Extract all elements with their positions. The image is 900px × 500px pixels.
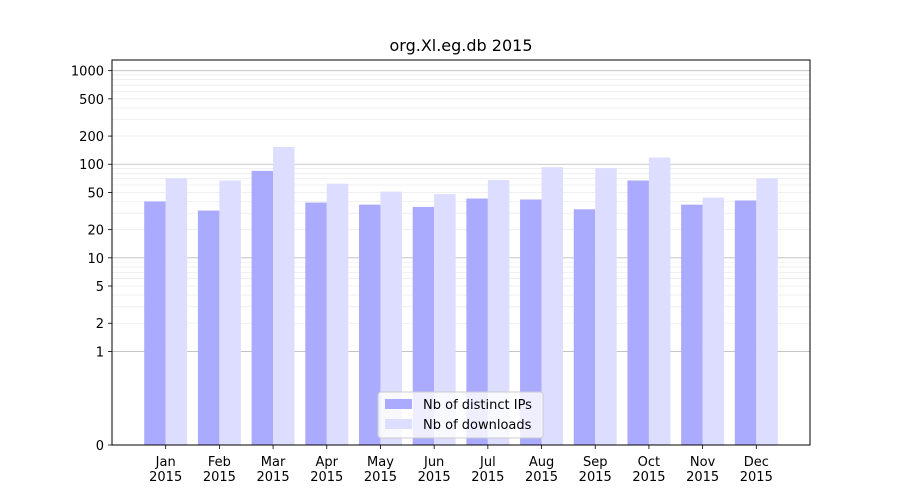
x-tick-label: May [367,455,394,470]
x-tick-label: 2015 [525,470,558,485]
bar-downloads [165,178,188,445]
y-tick-label: 2 [96,317,104,332]
x-tick-label: Oct [638,455,660,470]
x-tick-label: 2015 [686,470,719,485]
bar-distinct-ips [734,200,757,445]
x-tick-label: 2015 [257,470,290,485]
x-tick-label: 2015 [471,470,504,485]
x-tick-label: Jun [423,455,444,470]
x-tick-label: Aug [529,455,554,470]
legend-swatch [385,419,412,429]
x-tick-label: Dec [744,455,769,470]
bars [144,146,778,446]
x-tick-label: 2015 [632,470,665,485]
bar-distinct-ips [627,180,649,446]
bar-downloads [380,191,402,445]
bar-downloads [487,179,510,445]
bar-distinct-ips [144,201,166,445]
y-tick-label: 10 [87,252,104,267]
x-tick-label: Jan [155,455,176,470]
y-tick-label: 20 [87,224,104,239]
bar-distinct-ips [305,202,327,445]
axes: Jan2015Feb2015Mar2015Apr2015May2015Jun20… [71,59,811,485]
x-tick-label: Feb [208,455,231,470]
bar-downloads [756,178,778,445]
y-tick-label: 100 [79,158,104,173]
bar-distinct-ips [573,209,596,445]
bar-downloads [273,146,295,446]
plot-frame [111,59,811,446]
bar-distinct-ips [251,170,274,446]
x-tick-label: Jul [479,455,496,470]
y-tick-label: 200 [79,130,104,145]
chart-title: org.Xl.eg.db 2015 [389,36,532,55]
x-tick-label: 2015 [740,470,773,485]
x-tick-label: 2015 [418,470,451,485]
x-tick-label: Sep [583,455,608,470]
x-tick-label: 2015 [149,470,182,485]
bar-distinct-ips [466,198,488,445]
bar-downloads [326,183,349,445]
legend-box [377,391,544,439]
bar-downloads [648,157,671,445]
bar-downloads [434,194,456,445]
bar-distinct-ips [520,199,542,445]
x-tick-label: Apr [316,455,339,470]
y-tick-label: 1 [96,345,104,360]
x-tick-label: Nov [690,455,716,470]
y-tick-label: 50 [87,186,104,201]
bar-downloads [702,197,725,445]
legend-label: Nb of distinct IPs [423,398,532,413]
x-tick-label: 2015 [203,470,236,485]
y-tick-label: 500 [79,93,104,108]
bar-downloads [595,168,617,445]
legend-swatch [385,399,412,409]
y-tick-label: 0 [96,439,104,454]
y-tick-label: 5 [96,280,104,295]
bar-distinct-ips [681,204,703,445]
bar-downloads [219,180,241,446]
x-tick-label: Mar [261,455,286,470]
x-tick-label: 2015 [579,470,612,485]
bar-distinct-ips [358,204,381,445]
x-tick-label: 2015 [310,470,343,485]
bar-distinct-ips [197,210,220,445]
bar-downloads [541,167,564,446]
legend: Nb of distinct IPs Nb of downloads [377,391,544,439]
bar-distinct-ips [412,206,435,445]
x-tick-label: 2015 [364,470,397,485]
legend-label: Nb of downloads [423,418,532,433]
y-tick-label: 1000 [71,65,104,80]
